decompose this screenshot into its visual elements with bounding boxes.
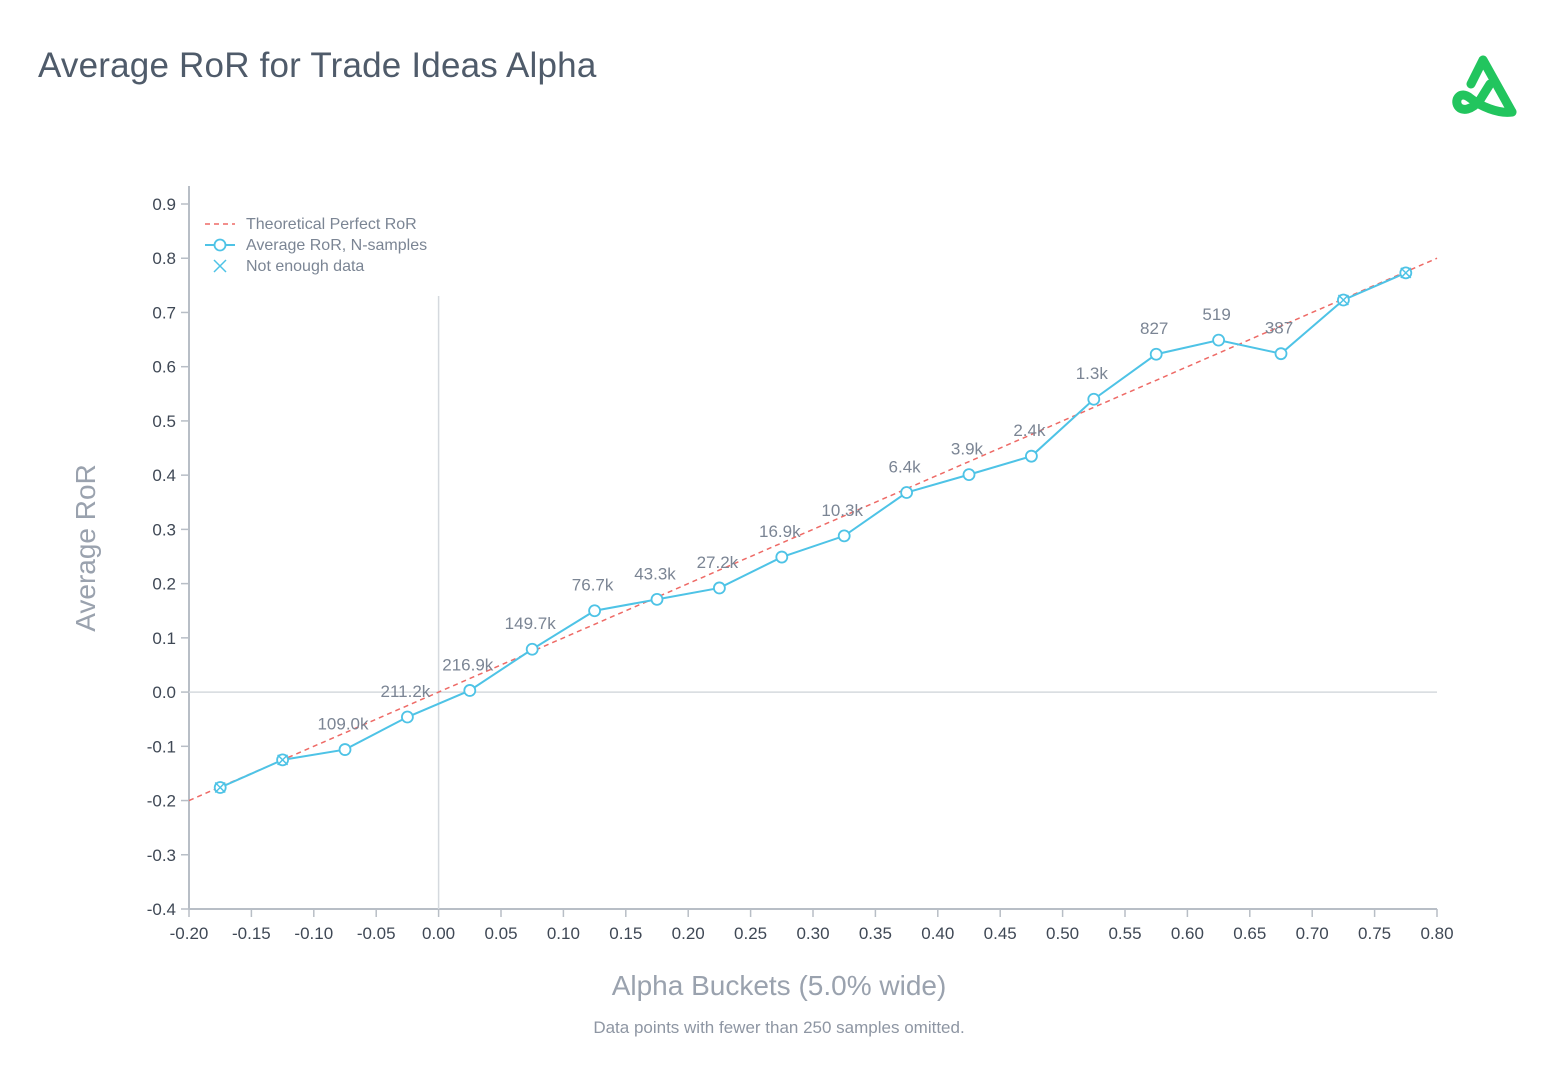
y-tick-label: -0.4 <box>147 900 176 919</box>
x-tick-label: 0.20 <box>672 924 705 943</box>
legend-swatch-average-marker <box>213 238 227 252</box>
data-point <box>962 468 976 482</box>
y-tick-label: 0.3 <box>152 520 176 539</box>
data-label: 76.7k <box>572 576 614 595</box>
data-label: 387 <box>1265 319 1293 338</box>
x-tick-label: -0.20 <box>170 924 209 943</box>
data-label: 1.3k <box>1076 364 1109 383</box>
y-tick-label: 0.6 <box>152 358 176 377</box>
footnote: Data points with fewer than 250 samples … <box>593 1018 964 1037</box>
x-tick-label: 0.80 <box>1420 924 1453 943</box>
y-tick-label: 0.7 <box>152 303 176 322</box>
x-tick-label: 0.55 <box>1108 924 1141 943</box>
data-label: 827 <box>1140 319 1168 338</box>
data-point <box>1087 392 1101 406</box>
x-tick-label: 0.40 <box>921 924 954 943</box>
x-tick-label: 0.05 <box>484 924 517 943</box>
data-point <box>463 684 477 697</box>
data-point-cross <box>214 781 226 794</box>
data-point <box>1025 449 1038 463</box>
y-tick-label: -0.1 <box>147 737 176 756</box>
x-tick-label: -0.15 <box>232 924 271 943</box>
data-label: 149.7k <box>505 614 557 633</box>
data-point <box>775 550 789 564</box>
axes: -0.20 -0.15 -0.10 -0.05 0.00 0.05 0.10 0.15 0.20… <box>147 186 1454 943</box>
data-label: 519 <box>1202 305 1230 324</box>
legend-entry: Average RoR, N-samples <box>246 237 427 254</box>
data-point <box>525 642 539 656</box>
data-label: 2.4k <box>1013 421 1046 440</box>
data-point <box>837 529 851 543</box>
x-tick-label: 0.45 <box>984 924 1017 943</box>
x-axis-label: Alpha Buckets (5.0% wide) <box>612 970 947 1001</box>
not-enough-data-point <box>213 781 227 794</box>
y-tick-label: 0.9 <box>152 195 176 214</box>
theoretical-line <box>188 257 1438 802</box>
y-tick-label: -0.2 <box>147 792 176 811</box>
y-tick-label: 0.2 <box>152 575 176 594</box>
chart-title: Average RoR for Trade Ideas Alpha <box>38 46 597 85</box>
data-point <box>400 710 414 724</box>
data-point <box>338 743 352 756</box>
data-label: 27.2k <box>697 553 739 572</box>
x-tick-label: 0.65 <box>1233 924 1266 943</box>
y-tick-label: -0.3 <box>147 846 176 865</box>
trade-ideas-logo-icon <box>1452 55 1517 117</box>
data-label: 43.3k <box>634 564 676 583</box>
x-tick-label: 0.15 <box>609 924 642 943</box>
data-point <box>900 486 913 499</box>
data-point <box>1149 347 1163 361</box>
data-point-cross <box>1400 267 1412 279</box>
y-tick-label: 0.5 <box>152 412 176 431</box>
data-point <box>713 581 726 595</box>
x-tick-label: -0.10 <box>294 924 333 943</box>
legend-entry: Theoretical Perfect RoR <box>246 216 417 233</box>
data-point <box>1212 333 1225 347</box>
data-label: 6.4k <box>889 458 922 477</box>
data-label: 109.0k <box>317 715 369 734</box>
x-tick-label: 0.00 <box>422 924 455 943</box>
data-label: 16.9k <box>759 522 801 541</box>
legend-entry: Not enough data <box>246 258 364 275</box>
y-tick-label: 0.1 <box>152 629 176 648</box>
y-tick-label: 0.0 <box>152 683 176 702</box>
data-label: 216.9k <box>442 655 494 674</box>
x-tick-label: 0.60 <box>1171 924 1204 943</box>
not-enough-data-point <box>276 753 290 767</box>
data-label: 211.2k <box>381 682 431 701</box>
data-point <box>650 592 664 606</box>
data-label: 3.9k <box>951 440 984 459</box>
x-tick-label: -0.05 <box>357 924 396 943</box>
x-tick-label: 0.10 <box>547 924 580 943</box>
theoretical-perfect-line <box>188 257 1438 802</box>
data-point <box>588 604 601 618</box>
x-tick-label: 0.25 <box>734 924 767 943</box>
legend: Theoretical Perfect RoR Average RoR, N-sa… <box>205 216 427 275</box>
data-point <box>1274 347 1288 361</box>
x-tick-label: 0.30 <box>796 924 829 943</box>
series-group <box>213 266 1413 794</box>
data-point-cross <box>1337 294 1349 306</box>
x-tick-label: 0.75 <box>1358 924 1391 943</box>
x-tick-label: 0.70 <box>1296 924 1329 943</box>
y-axis-label: Average RoR <box>70 464 101 632</box>
not-enough-data-point <box>1399 266 1413 280</box>
data-labels: 109.0k 211.2k 216.9k 149.7k 76.7k 43.3k 27.2k 1… <box>317 305 1293 733</box>
reference-lines <box>189 296 1437 909</box>
x-tick-label: 0.35 <box>859 924 892 943</box>
y-tick-label: 0.8 <box>152 249 176 268</box>
data-point-cross <box>277 754 289 766</box>
series-line <box>219 271 1407 789</box>
y-tick-label: 0.4 <box>152 466 176 485</box>
x-tick-label: 0.50 <box>1046 924 1079 943</box>
data-label: 10.3k <box>821 501 863 520</box>
not-enough-data-point <box>1337 293 1350 307</box>
legend-swatch-not-enough-data <box>213 259 227 273</box>
